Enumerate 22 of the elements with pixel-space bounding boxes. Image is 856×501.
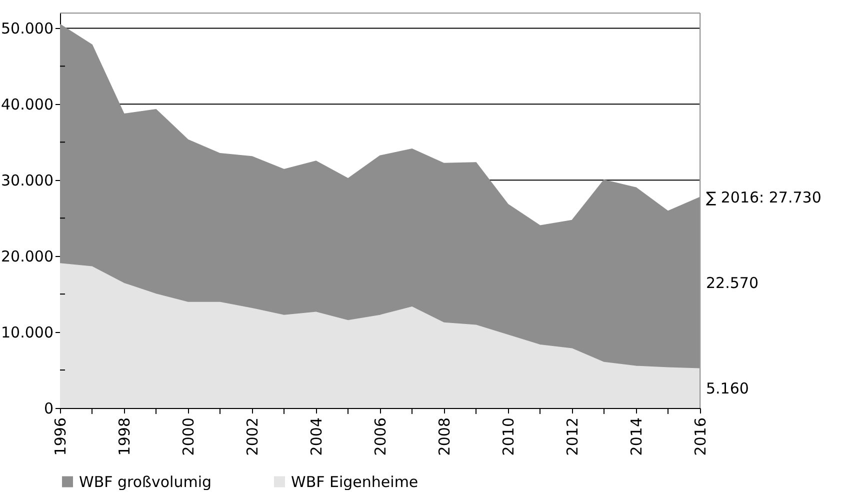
- x-tick-label: 1996: [52, 418, 70, 456]
- y-tick-label: 20.000: [1, 248, 54, 266]
- x-tick-label: 2008: [436, 418, 454, 456]
- x-tick-label: 1998: [116, 418, 134, 456]
- y-tick-label: 0: [44, 400, 54, 418]
- legend-label: WBF Eigenheime: [291, 472, 418, 491]
- x-tick-label: 2012: [564, 418, 582, 456]
- text: ∑ 2016: 27.730: [706, 188, 822, 206]
- x-tick-label: 2014: [628, 418, 646, 456]
- x-tick-label: 2006: [372, 418, 390, 456]
- legend-label: WBF großvolumig: [79, 472, 212, 491]
- x-tick-label: 2004: [308, 418, 326, 456]
- x-tick-label: 2002: [244, 418, 262, 456]
- x-tick-label: 2000: [180, 418, 198, 456]
- text: 5.160: [706, 379, 749, 398]
- text: 22.570: [706, 274, 758, 292]
- y-tick-label: 30.000: [1, 172, 54, 190]
- y-tick-label: 50.000: [1, 20, 54, 38]
- y-tick-label: 40.000: [1, 96, 54, 114]
- y-tick-label: 10.000: [1, 324, 54, 342]
- x-tick-label: 2010: [500, 418, 518, 456]
- x-tick-label: 2016: [692, 418, 710, 456]
